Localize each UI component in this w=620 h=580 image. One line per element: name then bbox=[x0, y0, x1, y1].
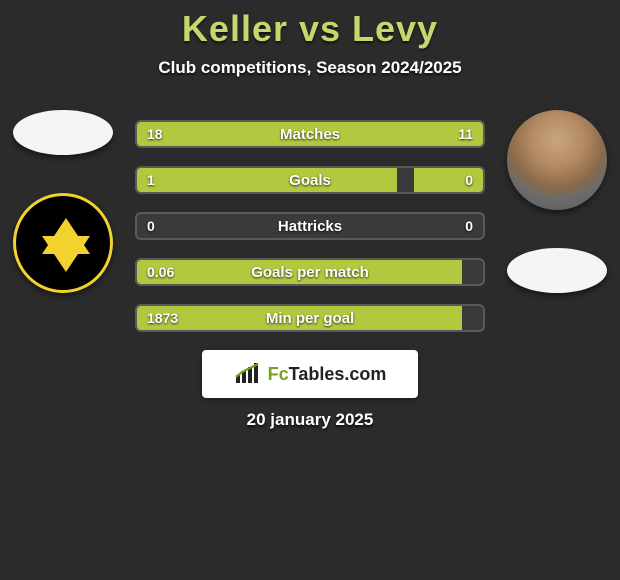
stat-label: Goals per match bbox=[251, 264, 369, 281]
right-player-column bbox=[502, 110, 612, 293]
stat-label: Matches bbox=[280, 126, 340, 143]
right-player-avatar bbox=[507, 110, 607, 210]
stat-value-left: 1 bbox=[147, 172, 155, 188]
chart-icon bbox=[234, 363, 262, 385]
stat-value-left: 1873 bbox=[147, 310, 178, 326]
stat-label: Hattricks bbox=[278, 218, 342, 235]
stat-label: Min per goal bbox=[266, 310, 354, 327]
stat-row: 1 Goals 0 bbox=[135, 166, 485, 194]
stat-row: 1873 Min per goal bbox=[135, 304, 485, 332]
stat-value-right: 0 bbox=[465, 172, 473, 188]
stat-value-left: 18 bbox=[147, 126, 163, 142]
stat-bar-left bbox=[137, 168, 397, 192]
page-title: Keller vs Levy bbox=[0, 8, 620, 50]
logo-text: FcTables.com bbox=[268, 364, 387, 385]
left-club-badge bbox=[13, 193, 113, 293]
stat-value-right: 11 bbox=[458, 126, 473, 142]
left-player-avatar-placeholder bbox=[13, 110, 113, 155]
stat-row: 0 Hattricks 0 bbox=[135, 212, 485, 240]
page-subtitle: Club competitions, Season 2024/2025 bbox=[0, 58, 620, 78]
stat-row: 0.06 Goals per match bbox=[135, 258, 485, 286]
fctables-logo[interactable]: FcTables.com bbox=[202, 350, 418, 398]
comparison-card: Keller vs Levy Club competitions, Season… bbox=[0, 0, 620, 440]
stat-value-left: 0.06 bbox=[147, 264, 174, 280]
stats-list: 18Matches111Goals00Hattricks00.06Goals p… bbox=[135, 120, 485, 332]
stat-value-left: 0 bbox=[147, 218, 155, 234]
stat-value-right: 0 bbox=[465, 218, 473, 234]
comparison-date: 20 january 2025 bbox=[0, 410, 620, 430]
stat-row: 18 Matches 11 bbox=[135, 120, 485, 148]
stat-label: Goals bbox=[289, 172, 331, 189]
left-player-column bbox=[8, 110, 118, 293]
right-club-badge-placeholder bbox=[507, 248, 607, 293]
